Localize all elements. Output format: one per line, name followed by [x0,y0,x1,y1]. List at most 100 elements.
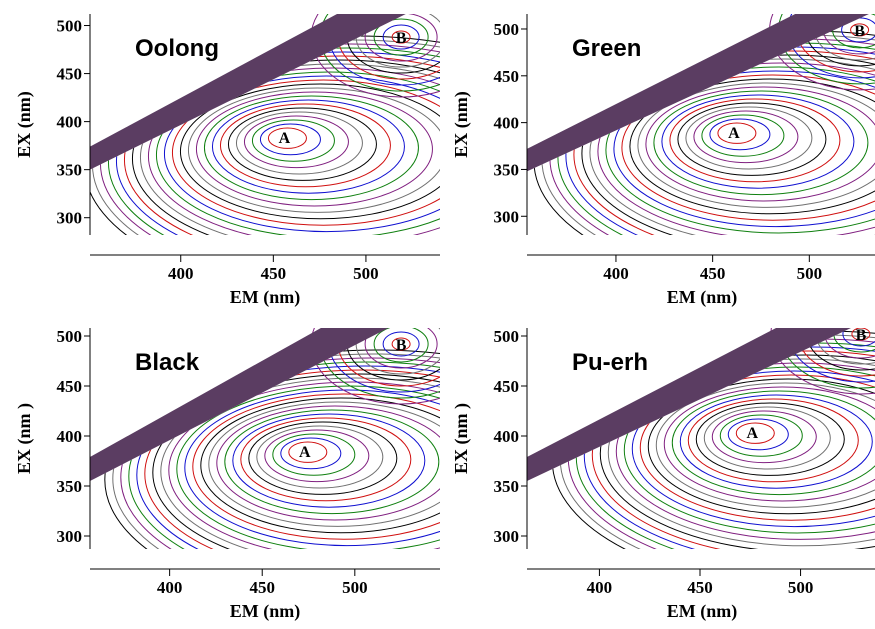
x-tick-label: 500 [788,578,814,597]
contour-line [605,66,875,234]
contour-line [243,115,349,169]
peak-label: A [747,425,759,442]
contour-line [373,18,429,56]
contour-line [123,55,440,235]
contour-line [264,429,370,483]
x-tick-label: 400 [587,578,613,597]
y-tick-label: 400 [57,113,83,132]
y-tick-label: 450 [494,67,520,86]
contour-line [256,425,384,489]
contour-line [613,70,875,228]
scatter-band [527,14,869,172]
contour-line [240,417,412,502]
plot-area [90,14,440,235]
contour-line [107,47,440,235]
contour-line [99,43,440,235]
contour-line [583,346,875,549]
contour-line [621,74,875,221]
contour-line [573,50,875,235]
contour-line [120,357,440,549]
y-tick-label: 300 [494,207,520,226]
y-tick-label: 300 [57,209,83,228]
contour-line [615,362,875,540]
contour-line [251,119,335,162]
peak-label: B [856,327,867,344]
contour-line [155,71,440,235]
x-tick-label: 450 [687,578,713,597]
plot-area [527,14,875,235]
contour-line [655,382,875,508]
contour-line [653,90,869,196]
contour-line [364,328,438,369]
contour-line [687,398,859,483]
contour-line [671,390,875,496]
x-tick-label: 500 [797,264,823,283]
y-tick-label: 350 [57,161,83,180]
contour-line [693,110,799,164]
contour-line [637,82,875,208]
panel: 300 350 400 450 500 400 450 500 A B Oolong EM (nm) E… [14,14,440,308]
contour-line [219,103,391,188]
contour-line [168,381,440,549]
contour-line [677,102,827,176]
y-axis-label: EX (nm ) [14,403,35,474]
y-tick-label: 400 [57,427,83,446]
contour-line [631,370,875,528]
contour-line [842,328,875,347]
contour-line [663,386,875,502]
contour-line [639,374,875,521]
contour-line [248,421,398,495]
contour-line [184,389,440,547]
y-tick-label: 500 [494,327,520,346]
contour-line [833,328,875,353]
contour-line [382,24,420,50]
contour-line [131,59,440,235]
contour-line [735,422,775,444]
contour-line [591,350,875,549]
contour-line [179,83,440,220]
panel: 300 350 400 450 500 400 450 500 A B Green EM (nm) EX… [451,14,875,308]
contour-line [195,91,433,207]
x-tick-label: 400 [603,264,629,283]
y-tick-label: 500 [494,20,520,39]
x-axis-label: EM (nm) [667,287,738,308]
x-tick-label: 500 [342,578,368,597]
y-tick-label: 300 [494,527,520,546]
y-tick-label: 450 [57,65,83,84]
contour-line [701,114,785,157]
contour-line [717,122,757,144]
panel-title: Green [572,35,641,62]
contour-line [597,62,875,235]
contour-line [192,393,440,540]
contour-line [259,123,321,156]
contour-line [709,118,771,151]
contour-line [695,402,845,476]
peak-label: B [854,23,865,40]
panel-title: Black [135,349,200,376]
contour-line [147,67,440,235]
contour-line [160,377,440,549]
contour-line [203,95,419,201]
contour-line [629,78,875,215]
contour-line [163,75,440,233]
contour-line [373,328,429,363]
contour-line [104,349,440,549]
contour-line [703,406,831,470]
peak-label: A [728,125,740,142]
contour-line [607,358,875,547]
contour-line [382,331,420,357]
y-tick-label: 300 [57,527,83,546]
contour-line [711,410,817,464]
scatter-band [90,328,389,481]
contour-line [171,79,440,226]
y-tick-label: 500 [57,17,83,36]
contour-line [227,107,377,181]
contour-line [364,14,438,62]
contour-line [144,369,440,549]
contour-line [267,127,307,149]
x-tick-label: 450 [249,578,275,597]
contour-line [232,413,426,508]
contour-line [288,441,328,463]
contour-line [661,94,855,189]
